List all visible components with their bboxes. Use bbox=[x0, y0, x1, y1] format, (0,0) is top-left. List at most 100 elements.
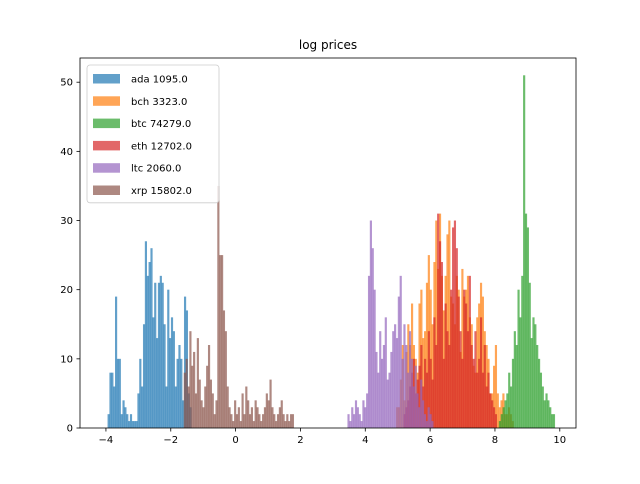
histogram-bar bbox=[260, 421, 263, 428]
histogram-bar bbox=[547, 400, 550, 428]
histogram-bar bbox=[284, 421, 287, 428]
histogram-bar bbox=[351, 407, 354, 428]
histogram-bar bbox=[286, 414, 289, 428]
histogram-bar bbox=[478, 358, 481, 428]
histogram-bar bbox=[170, 317, 174, 428]
x-tick-label: 2 bbox=[297, 435, 303, 446]
histogram-bar bbox=[116, 358, 120, 428]
histogram-bar bbox=[530, 338, 533, 428]
histogram-bar bbox=[375, 351, 378, 428]
histogram-bar bbox=[263, 407, 267, 428]
legend-swatch bbox=[93, 96, 120, 106]
histogram-bar bbox=[128, 421, 131, 428]
histogram-bar bbox=[222, 310, 226, 428]
x-tick-label: −4 bbox=[99, 435, 114, 446]
histogram-bar bbox=[399, 275, 402, 428]
histogram-bar bbox=[282, 414, 285, 428]
histogram-bar bbox=[124, 407, 127, 428]
histogram-bar bbox=[349, 421, 352, 428]
histogram-bar bbox=[176, 358, 179, 428]
y-tick-label: 10 bbox=[60, 354, 73, 365]
histogram-bar bbox=[369, 220, 372, 428]
histogram-bar bbox=[435, 345, 438, 428]
histogram-bar bbox=[245, 386, 248, 428]
histogram-bar bbox=[494, 414, 498, 428]
histogram-bar bbox=[431, 379, 434, 428]
histogram-bar bbox=[163, 324, 166, 428]
y-tick-label: 50 bbox=[60, 78, 73, 89]
histogram-bar bbox=[519, 317, 522, 428]
legend-swatch bbox=[93, 163, 120, 173]
histogram-bar bbox=[526, 227, 529, 428]
histogram-bar bbox=[265, 393, 268, 428]
histogram-bar bbox=[144, 241, 147, 428]
histogram-bar bbox=[271, 407, 274, 428]
histogram-bar bbox=[481, 296, 484, 428]
histogram-bar bbox=[392, 331, 395, 428]
histogram-bar bbox=[420, 379, 423, 428]
chart-title: log prices bbox=[299, 38, 357, 52]
histogram-bar bbox=[552, 414, 556, 428]
histogram-bar bbox=[234, 400, 237, 428]
histogram-bar bbox=[440, 262, 443, 428]
plot-frame bbox=[79, 57, 577, 429]
legend-swatch bbox=[93, 118, 120, 129]
histogram-bar bbox=[506, 393, 509, 428]
histogram-bar bbox=[360, 421, 363, 428]
histogram-bar bbox=[189, 331, 192, 428]
histogram-bar bbox=[446, 331, 449, 428]
histogram-bar bbox=[235, 414, 239, 428]
histogram-bar bbox=[207, 345, 211, 428]
histogram-bar bbox=[172, 331, 175, 428]
histogram-bar bbox=[288, 421, 291, 428]
histogram-bar bbox=[543, 400, 546, 428]
histogram-bar bbox=[551, 414, 554, 428]
histogram-bar bbox=[267, 400, 270, 428]
histogram-bar bbox=[183, 296, 187, 428]
legend-label: xrp 15802.0 bbox=[131, 186, 192, 197]
histogram-bar bbox=[347, 414, 350, 428]
histogram-bar bbox=[493, 407, 496, 428]
histogram-bar bbox=[131, 421, 134, 428]
legend-label: ltc 2060.0 bbox=[131, 164, 181, 175]
y-tick-label: 40 bbox=[60, 147, 73, 158]
histogram-bar bbox=[414, 365, 417, 428]
histogram-bar bbox=[498, 407, 501, 428]
histogram-bar bbox=[109, 372, 112, 428]
histogram-bar bbox=[476, 372, 479, 428]
histogram-bar bbox=[118, 358, 121, 428]
histogram-bar bbox=[403, 324, 406, 428]
histogram-bar bbox=[289, 414, 293, 428]
histogram-bar bbox=[278, 407, 281, 428]
series-5 bbox=[183, 185, 295, 428]
histogram-bar bbox=[450, 289, 453, 428]
histogram-bar bbox=[273, 414, 276, 428]
histogram-bar bbox=[198, 379, 201, 428]
histogram-bar bbox=[517, 289, 520, 428]
histogram-bar bbox=[167, 289, 170, 428]
histogram-bar bbox=[135, 421, 138, 428]
histogram-bar bbox=[437, 213, 440, 428]
histogram-bar bbox=[521, 275, 524, 428]
x-tick-label: 8 bbox=[492, 435, 498, 446]
histogram-bar bbox=[111, 372, 114, 428]
histogram-bar bbox=[453, 220, 457, 428]
legend-label: ada 1095.0 bbox=[131, 75, 188, 86]
histogram-bar bbox=[353, 414, 356, 428]
histogram-bar bbox=[425, 282, 429, 428]
histogram-bar bbox=[247, 400, 250, 428]
y-tick-label: 30 bbox=[60, 216, 73, 227]
histogram-bar bbox=[200, 400, 203, 428]
histogram-bar bbox=[532, 317, 535, 428]
histogram-bar bbox=[498, 421, 501, 428]
histogram-bar bbox=[394, 324, 397, 428]
histogram-bar bbox=[461, 268, 464, 428]
histogram-bar bbox=[504, 400, 507, 428]
histogram-bar bbox=[219, 255, 222, 428]
histogram-bar bbox=[408, 331, 412, 428]
histogram-bar bbox=[483, 345, 486, 428]
histogram-bar bbox=[191, 365, 194, 428]
histogram-bar bbox=[373, 289, 376, 428]
histogram-bar bbox=[379, 331, 382, 428]
histogram-bar bbox=[122, 400, 125, 428]
